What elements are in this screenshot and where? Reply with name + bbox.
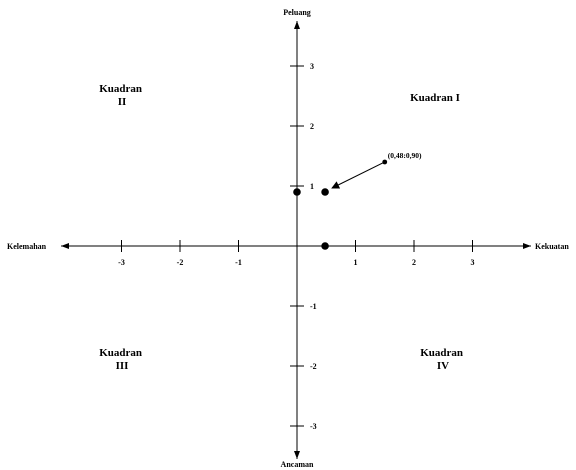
annotation-label: (0,48:0,90) (388, 151, 422, 160)
x-axis-left-arrow (61, 243, 69, 249)
y-axis-bottom-arrow (294, 451, 300, 459)
x-tick-label: 3 (471, 258, 475, 267)
y-tick-label: -1 (310, 302, 317, 311)
axis-label-right: Kekuatan (535, 242, 569, 251)
quadrant-1-line-1: Kuadran I (410, 92, 460, 104)
y-tick-label: -3 (310, 422, 317, 431)
annotation-arrow-tail-dot (382, 159, 388, 165)
quadrant-3-line-1: Kuadran (99, 347, 142, 359)
quadrant-3-label: Kuadran III (99, 347, 145, 372)
x-tick-label: -2 (177, 258, 184, 267)
y-tick-label: 1 (310, 182, 314, 191)
x-axis-right-arrow (523, 243, 531, 249)
y-tick-label: 2 (310, 122, 314, 131)
x-tick-label: 1 (354, 258, 358, 267)
axis-label-top: Peluang (283, 8, 311, 17)
axis-label-bottom: Ancaman (281, 460, 314, 469)
quadrant-3-line-2: III (116, 360, 129, 372)
quadrant-2-line-1: Kuadran (99, 83, 142, 95)
data-point (293, 188, 301, 196)
points-layer (293, 188, 329, 250)
quadrant-4-label: Kuadran IV (420, 347, 466, 372)
quadrant-1-label: Kuadran I (410, 92, 460, 104)
annotation-layer: (0,48:0,90) (331, 151, 422, 189)
x-tick-label: -1 (235, 258, 242, 267)
x-tick-label: 2 (412, 258, 416, 267)
y-tick-label: 3 (310, 62, 314, 71)
y-axis-top-arrow (294, 21, 300, 29)
y-tick-label: -2 (310, 362, 317, 371)
quadrant-2-label: Kuadran II (99, 83, 145, 108)
quadrant-4-line-2: IV (437, 360, 449, 372)
quadrant-2-line-2: II (118, 96, 127, 108)
x-tick-label: -3 (118, 258, 125, 267)
annotation-arrow (331, 161, 385, 189)
data-point (321, 188, 329, 196)
ticks-layer: -3 -2 -1 1 2 3 3 2 1 -1 -2 -3 (118, 62, 474, 431)
quadrant-4-line-1: Kuadran (420, 347, 463, 359)
data-point (321, 242, 329, 250)
axis-label-left: Kelemahan (7, 242, 47, 251)
